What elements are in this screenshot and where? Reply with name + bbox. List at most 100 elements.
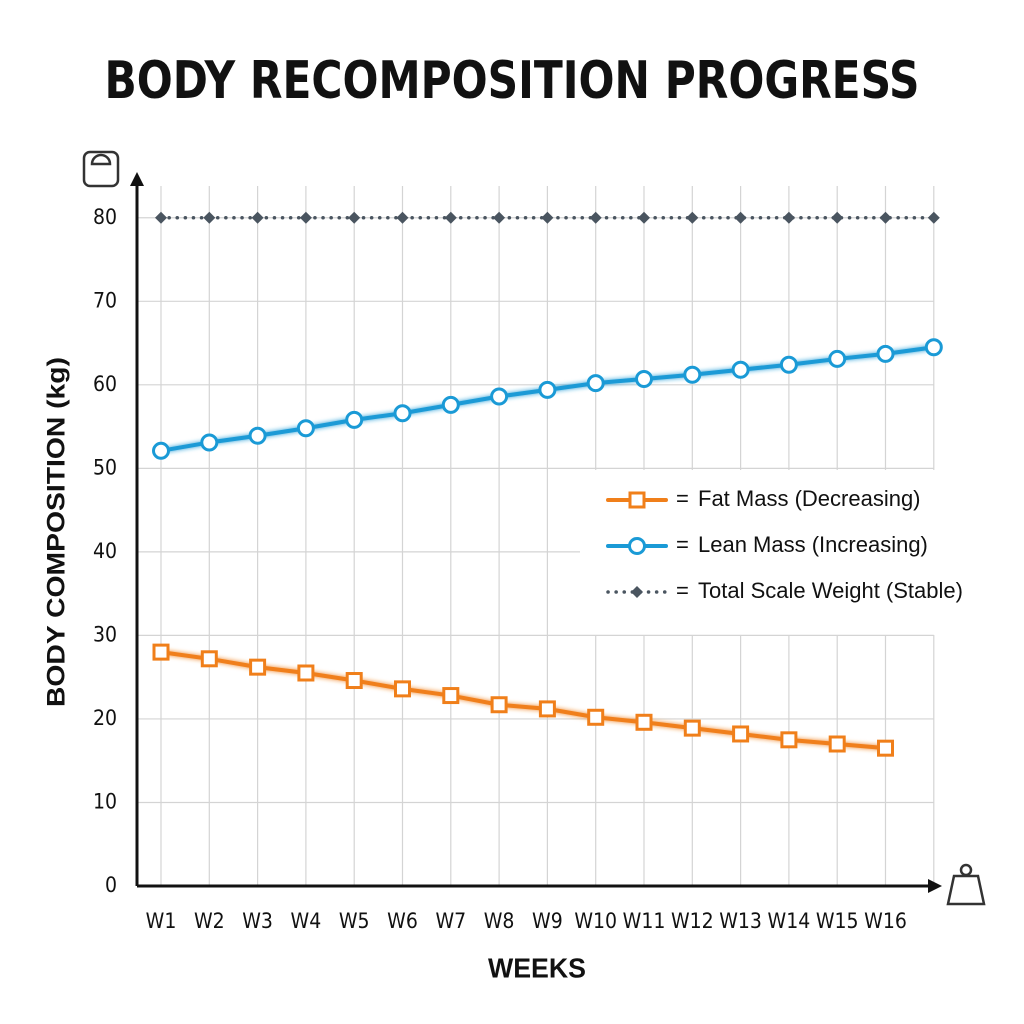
y-tick-label: 50 [93,455,117,479]
point [200,650,218,668]
point [297,664,315,682]
y-tick-label: 40 [93,539,117,563]
y-axis-label: BODY COMPOSITION (kg) [43,357,71,707]
x-tick-label: W11 [623,909,666,933]
legend-separator: = [676,486,689,511]
x-tick-label: W2 [194,909,225,933]
point [152,441,170,460]
scale-icon [82,150,120,188]
y-tick-label: 80 [93,205,117,229]
point [734,211,747,224]
x-tick-label: W1 [146,909,177,933]
point [442,687,460,705]
point [628,537,646,555]
point [155,211,167,224]
point [779,355,798,374]
point [638,211,650,224]
point [586,374,605,393]
x-tick-label: W10 [574,909,617,933]
x-tick-label: W4 [291,909,322,933]
x-tick-label: W9 [532,909,563,933]
x-tick-label: W5 [339,909,370,933]
point [490,696,508,714]
point [152,643,170,661]
x-tick-label: W3 [242,909,273,933]
point [345,672,363,690]
x-tick-label: W15 [816,909,859,933]
y-tick-label: 70 [93,288,117,312]
x-tick-label: W8 [484,909,515,933]
grid [137,186,935,886]
point [927,211,940,224]
chart-title: BODY RECOMPOSITION PROGRESS [105,51,920,111]
point [393,404,412,423]
point [828,349,847,368]
legend-label: Total Scale Weight (Stable) [698,578,963,603]
x-tick-label: W16 [864,909,907,933]
y-tick-label: 10 [93,789,117,813]
point [587,708,605,726]
weight-icon [946,863,986,906]
point [348,211,361,224]
point [782,211,795,224]
point [251,211,264,224]
point [628,491,646,509]
point [631,586,643,598]
point [877,739,894,757]
point [345,410,364,429]
x-tick-label: W12 [671,909,714,933]
point [396,211,409,224]
legend-label: Fat Mass (Decreasing) [698,486,921,511]
legend-label: Lean Mass (Increasing) [698,532,928,557]
point [924,338,943,357]
point [589,211,602,224]
x-tick-label: W14 [768,909,811,933]
y-tick-label: 30 [93,622,117,646]
point [538,380,557,399]
point [635,713,653,731]
legend-separator: = [676,578,689,603]
series [152,338,943,460]
x-tick-label: W6 [387,909,418,933]
point [828,735,846,753]
y-axis-arrow [130,172,144,186]
x-tick-label: W7 [435,909,466,933]
x-tick-label: W13 [719,909,762,933]
point [203,211,216,224]
point [876,344,895,363]
series [155,211,940,224]
point [296,419,315,438]
point [490,387,509,406]
point [831,211,844,224]
point [635,369,653,388]
point [686,211,699,224]
point [444,211,457,224]
legend-separator: = [676,532,689,557]
plot [152,211,943,757]
point [538,700,556,718]
point [493,211,506,224]
y-tick-label: 0 [105,873,117,897]
point [394,680,411,698]
series-line [159,650,888,751]
series [152,643,894,757]
point [441,395,460,414]
legend: = Fat Mass (Decreasing) = Lean Mass (Increa… [606,486,963,603]
point [299,211,312,224]
point [731,360,750,379]
point [780,731,798,749]
y-tick-label: 20 [93,706,117,730]
point [683,719,701,737]
y-tick-label: 60 [93,372,117,396]
point [879,211,892,224]
point [248,426,267,445]
point [541,211,554,224]
x-axis-arrow [928,879,942,893]
point [732,725,750,743]
point [683,365,702,384]
point [249,658,267,676]
point [200,433,219,452]
x-axis-label: WEEKS [488,952,586,983]
